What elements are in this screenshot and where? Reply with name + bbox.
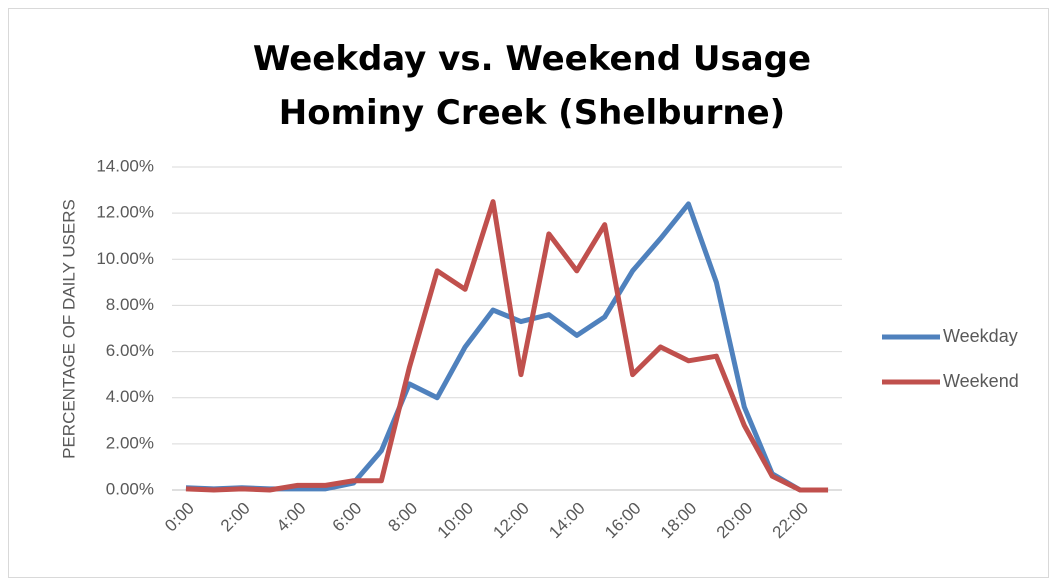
y-tick-label: 12.00% xyxy=(96,203,154,222)
chart-border xyxy=(8,8,1049,578)
y-tick-label: 8.00% xyxy=(106,295,154,314)
chart-title: Weekday vs. Weekend Usage xyxy=(253,39,811,79)
y-tick-label: 4.00% xyxy=(106,387,154,406)
y-tick-label: 2.00% xyxy=(106,433,154,452)
line-series xyxy=(185,199,829,493)
legend-label: Weekend xyxy=(943,371,1019,391)
legend-label: Weekday xyxy=(943,326,1018,346)
y-tick-label: 14.00% xyxy=(96,156,154,175)
y-tick-label: 10.00% xyxy=(96,249,154,268)
y-axis-label: PERCENTAGE OF DAILY USERS xyxy=(59,199,78,459)
y-tick-label: 6.00% xyxy=(106,341,154,360)
line-series xyxy=(185,201,829,493)
y-tick-label: 0.00% xyxy=(106,479,154,498)
chart-title: Hominy Creek (Shelburne) xyxy=(279,93,785,133)
